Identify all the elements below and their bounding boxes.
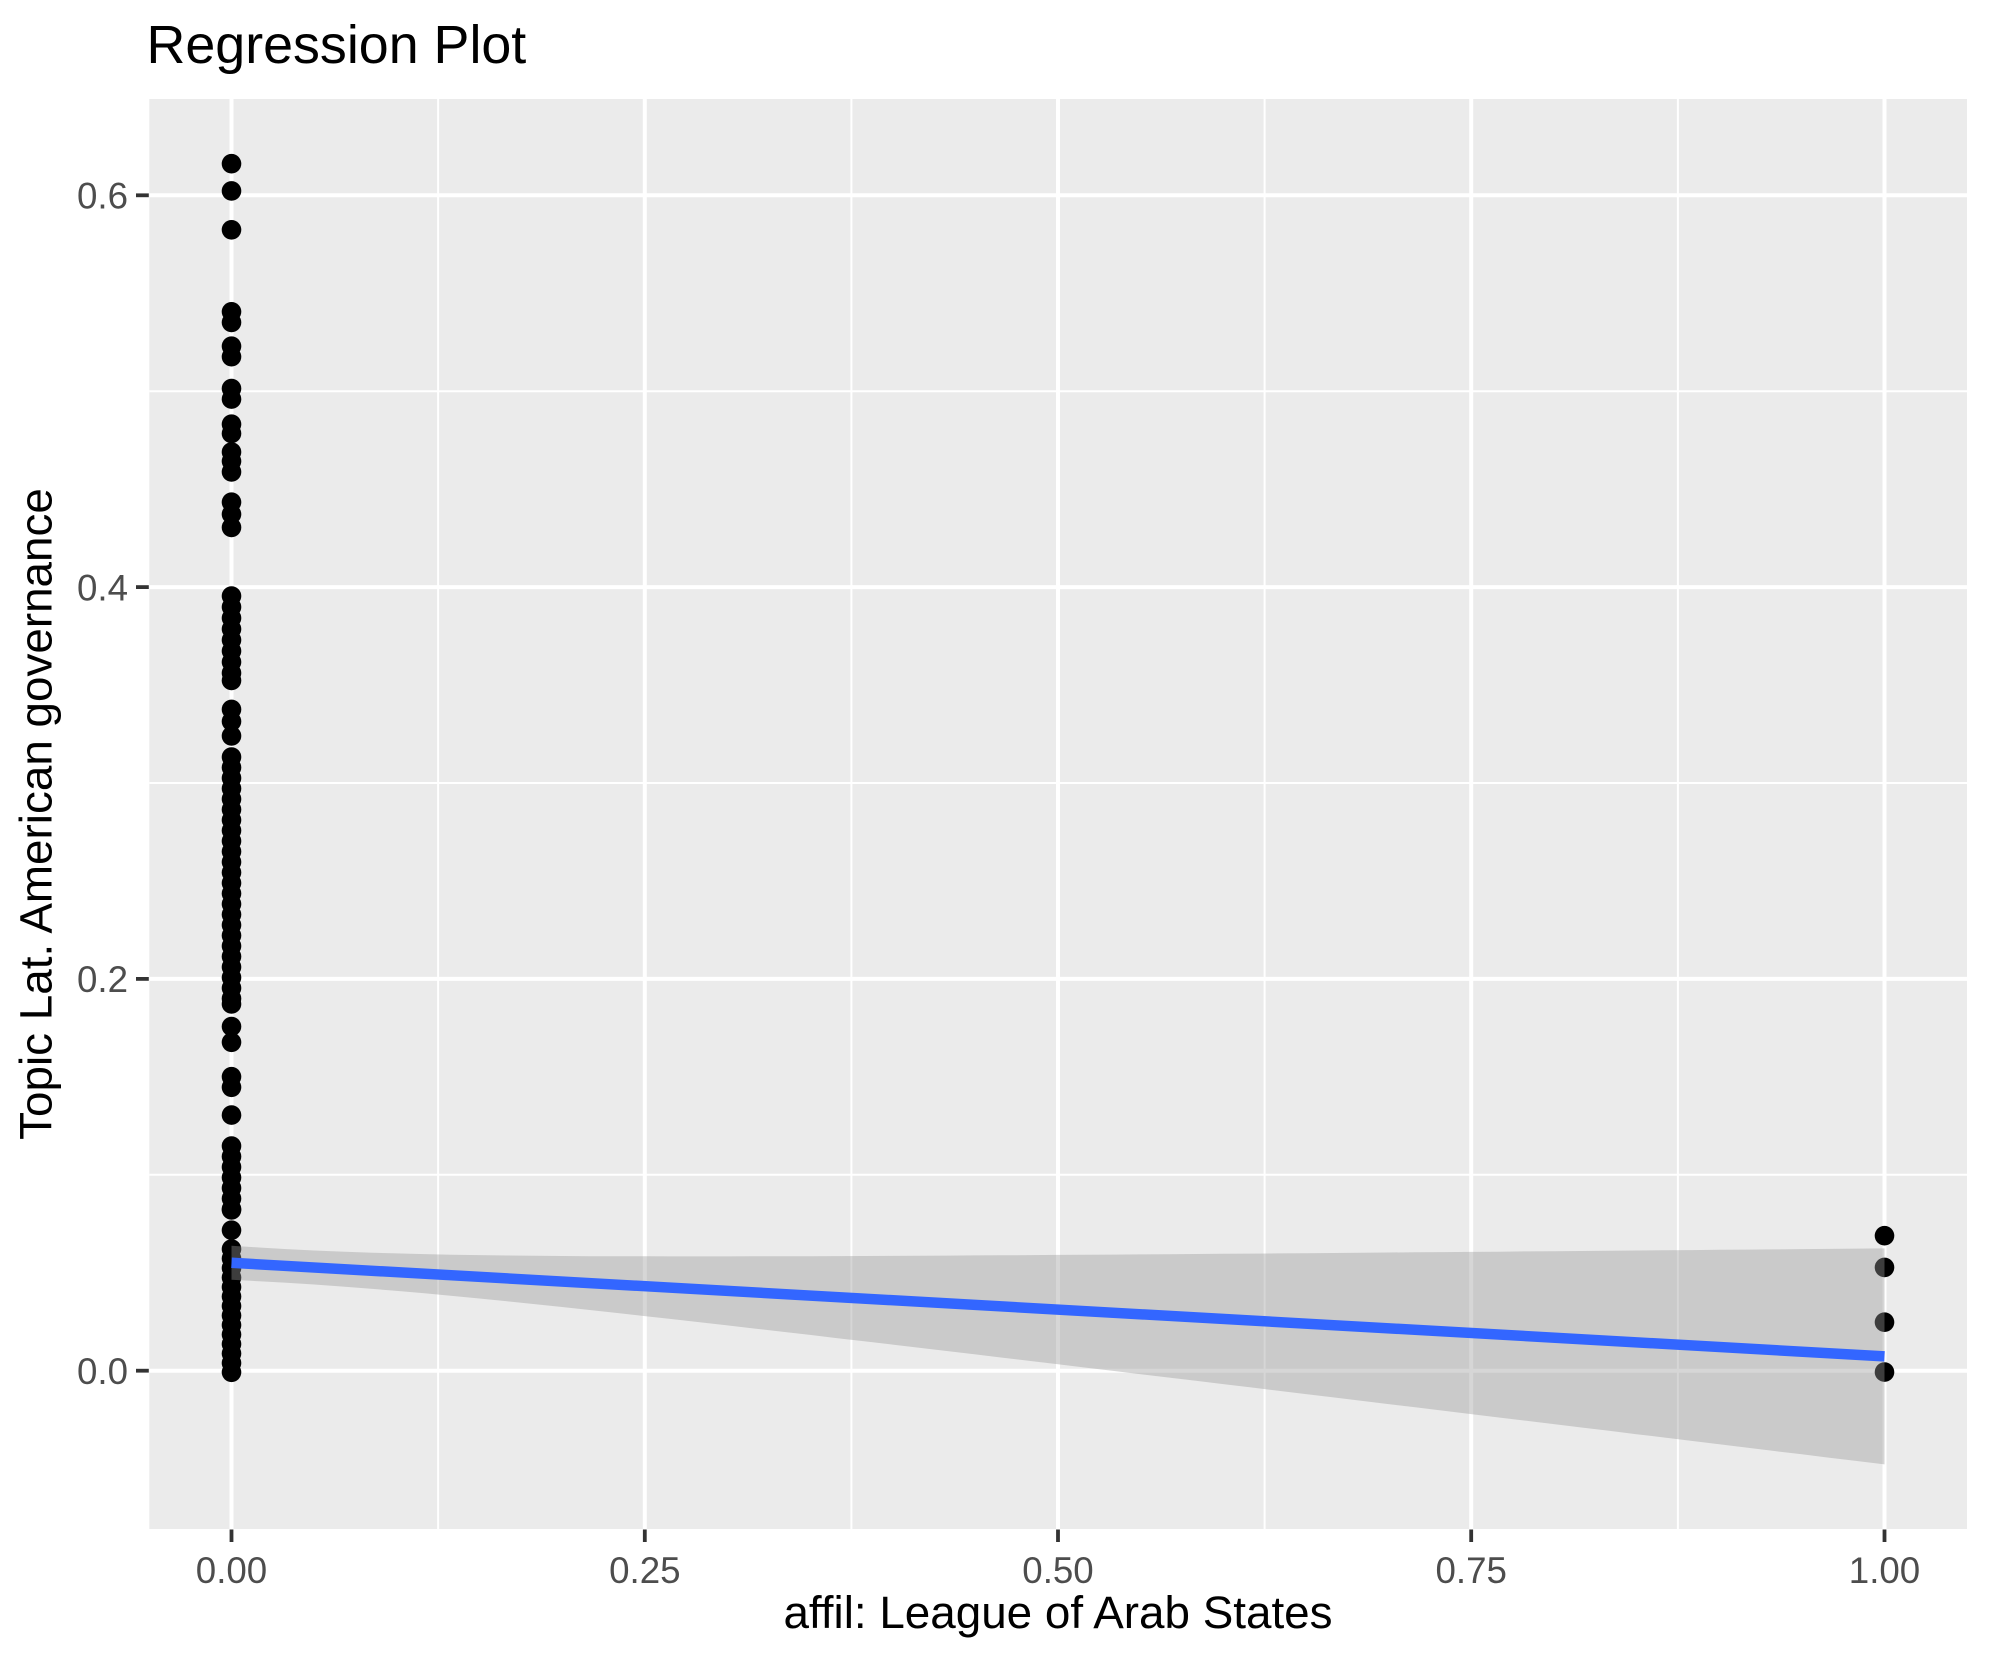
svg-text:0.75: 0.75 [1435, 1550, 1506, 1591]
svg-text:affil: League of Arab States: affil: League of Arab States [783, 1587, 1332, 1638]
svg-text:0.6: 0.6 [77, 176, 128, 217]
svg-text:0.25: 0.25 [609, 1550, 680, 1591]
svg-text:1.00: 1.00 [1849, 1550, 1920, 1591]
svg-text:Topic Lat. American governance: Topic Lat. American governance [11, 488, 62, 1140]
svg-text:0.50: 0.50 [1022, 1550, 1093, 1591]
svg-text:0.0: 0.0 [77, 1351, 128, 1392]
svg-text:0.00: 0.00 [196, 1550, 267, 1591]
svg-text:Regression Plot: Regression Plot [147, 15, 527, 75]
svg-text:0.4: 0.4 [77, 567, 128, 608]
svg-text:0.2: 0.2 [77, 959, 128, 1000]
